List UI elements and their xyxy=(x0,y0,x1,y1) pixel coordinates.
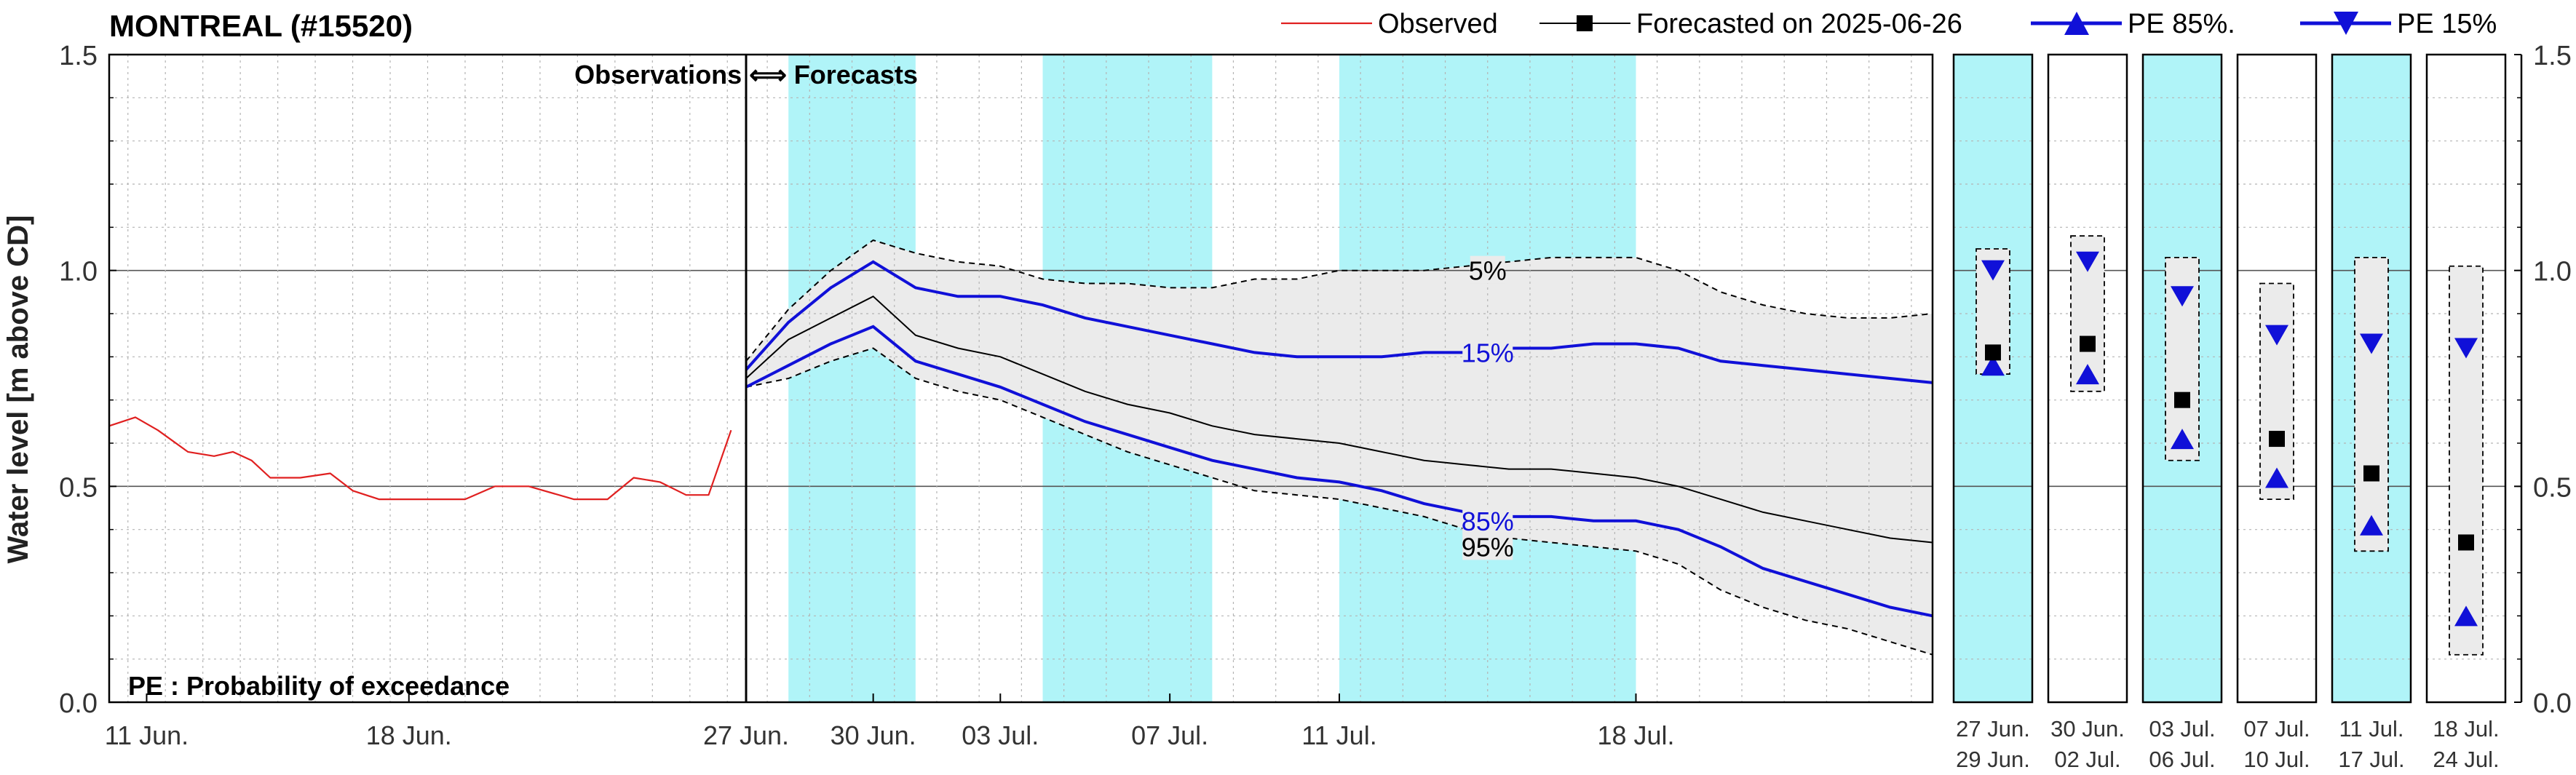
forecast-marker xyxy=(2080,335,2096,352)
legend-label-pe85: PE 85%. xyxy=(2128,9,2235,39)
series-line-15pct xyxy=(745,260,1933,384)
curve-label-bg xyxy=(1462,338,1513,366)
y-tick-label-right: 0.0 xyxy=(2533,688,2572,719)
legend-swatch-pe85-marker xyxy=(2064,12,2089,35)
x-tick-label: 11 Jun. xyxy=(105,720,189,750)
forecast-marker xyxy=(2174,392,2190,408)
pe15-marker xyxy=(1981,260,2005,281)
pe85-marker xyxy=(2454,605,2478,627)
series-line-85pct xyxy=(745,325,1933,618)
pe85-marker xyxy=(2076,364,2099,385)
curve-label-15pct: 15% xyxy=(1462,338,1514,367)
grid-lines xyxy=(109,55,1933,702)
pe15-marker xyxy=(2360,333,2383,354)
legend-swatch-forecast-marker xyxy=(1577,15,1593,31)
period-range-box xyxy=(2354,256,2389,552)
period-frame xyxy=(2236,53,2318,704)
footnote: PE : Probability of exceedance xyxy=(128,671,510,701)
curve-label-5pct: 5% xyxy=(1469,256,1507,286)
y-tick-label-right: 0.5 xyxy=(2533,472,2572,503)
period-label-end: 29 Jun. xyxy=(1956,747,2030,772)
axes: 0.0 0.5 1.0 1.5 11 Jun. 18 Jun. 27 Jun. 30 Jun.… xyxy=(59,41,2572,750)
series-line-forecast xyxy=(745,295,1933,544)
pe15-marker xyxy=(2265,325,2288,346)
period-label-start: 11 Jul. xyxy=(2339,716,2403,742)
period-label-end: 02 Jul. xyxy=(2054,747,2120,772)
series-line-observed xyxy=(108,416,732,501)
period-range-box xyxy=(2449,265,2484,656)
forecast-marker xyxy=(1985,344,2001,361)
x-tick-label: 18 Jun. xyxy=(366,720,452,750)
period-label-start: 03 Jul. xyxy=(2149,716,2215,742)
y-tick-label-right: 1.0 xyxy=(2533,257,2572,287)
period-highlight xyxy=(1954,55,2032,702)
period-range-box xyxy=(2259,282,2294,501)
weekend-band xyxy=(788,55,916,702)
x-tick-label: 07 Jul. xyxy=(1131,720,1208,750)
pe85-marker xyxy=(2265,467,2288,488)
y-tick-label-right: 1.5 xyxy=(2533,41,2572,71)
curve-label-bg xyxy=(1462,506,1513,534)
pe85-marker xyxy=(2171,429,2194,450)
period-frame xyxy=(2141,53,2223,704)
period-frame xyxy=(2047,53,2128,704)
period-frame xyxy=(2331,53,2412,704)
period-label-end: 06 Jul. xyxy=(2149,747,2215,772)
pe15-marker xyxy=(2454,338,2478,359)
curve-label-95pct: 95% xyxy=(1462,532,1514,562)
y-tick-label-left: 1.5 xyxy=(59,41,98,71)
pe15-marker xyxy=(2076,251,2099,272)
y-tick-label-left: 0.0 xyxy=(59,688,98,719)
period-frame xyxy=(2425,53,2507,704)
period-label-end: 24 Jul. xyxy=(2433,747,2499,772)
legend-swatch-pe15-marker xyxy=(2334,12,2358,35)
y-tick-label-left: 1.0 xyxy=(59,257,98,287)
period-label-end: 10 Jul. xyxy=(2243,747,2310,772)
curve-label-bg xyxy=(1470,255,1505,284)
x-tick-label: 11 Jul. xyxy=(1301,720,1376,750)
series-line-5pct xyxy=(745,239,1933,362)
period-label-end: 17 Jul. xyxy=(2338,747,2404,772)
curve-label-bg xyxy=(1462,532,1513,560)
period-label-start: 30 Jun. xyxy=(2050,716,2125,742)
period-label-start: 18 Jul. xyxy=(2433,716,2499,742)
curve-label-85pct: 85% xyxy=(1462,506,1514,536)
forecast-marker xyxy=(2363,465,2379,482)
x-tick-label: 18 Jul. xyxy=(1597,720,1674,750)
pe15-marker xyxy=(2171,286,2194,307)
pe85-marker xyxy=(2360,514,2383,536)
period-label-start: 07 Jul. xyxy=(2243,716,2310,742)
period-frame xyxy=(1952,53,2034,704)
x-tick-label: 03 Jul. xyxy=(962,720,1039,750)
series-lines: 5% 15% 85%95% xyxy=(108,239,1933,656)
forecast-marker xyxy=(2269,431,2285,448)
chart-title: MONTREAL (#15520) xyxy=(109,9,413,43)
plot-frame xyxy=(108,53,1934,704)
y-axis-label: Water level [m above CD] xyxy=(2,215,34,564)
x-tick-label: 27 Jun. xyxy=(703,720,789,750)
period-label-start: 27 Jun. xyxy=(1956,716,2030,742)
legend-label-observed: Observed xyxy=(1378,9,1498,39)
series-line-95pct xyxy=(745,347,1933,656)
x-tick-label: 30 Jun. xyxy=(831,720,916,750)
pe85-marker xyxy=(1981,355,2005,376)
legend-label-pe15: PE 15% xyxy=(2397,9,2497,39)
legend-label-forecast: Forecasted on 2025-06-26 xyxy=(1636,9,1962,39)
y-tick-label-left: 0.5 xyxy=(59,472,98,503)
divider-label: Observations ⟺ Forecasts xyxy=(574,60,918,90)
legend: Observed Forecasted on 2025-06-26 PE 85%. P… xyxy=(1281,9,2497,39)
period-panels: 27 Jun. 29 Jun. 30 Jun. 02 Jul. 03 Jul. 06 Ju… xyxy=(1952,53,2507,772)
forecast-marker xyxy=(2458,534,2474,551)
